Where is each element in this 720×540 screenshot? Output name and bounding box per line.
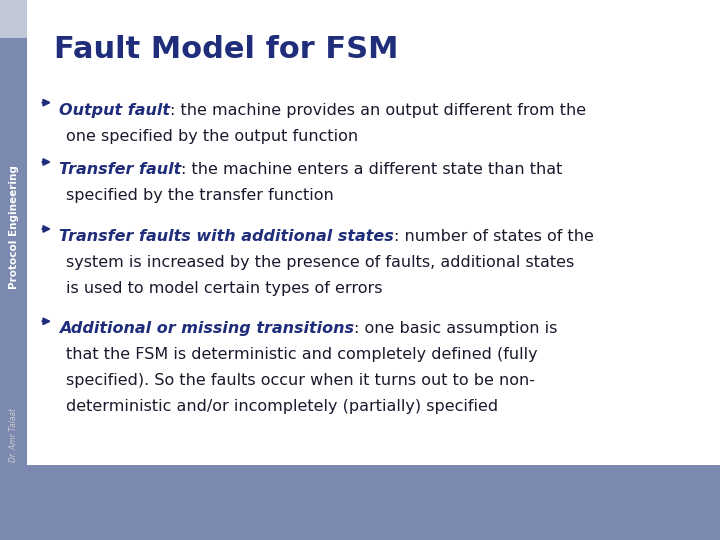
- Text: Output fault: Output fault: [59, 103, 170, 118]
- Text: Transfer fault: Transfer fault: [59, 162, 181, 177]
- Text: Protocol Engineering: Protocol Engineering: [9, 165, 19, 289]
- Bar: [0, 0, 27, 465]
- Text: system is increased by the presence of faults, additional states: system is increased by the presence of f…: [66, 255, 575, 270]
- Text: one specified by the output function: one specified by the output function: [66, 129, 359, 144]
- Text: : number of states of the: : number of states of the: [394, 229, 594, 244]
- Text: that the FSM is deterministic and completely defined (fully: that the FSM is deterministic and comple…: [66, 347, 538, 362]
- Text: specified). So the faults occur when it turns out to be non-: specified). So the faults occur when it …: [66, 373, 535, 388]
- Text: Dr. Amr Talaat: Dr. Amr Talaat: [9, 408, 18, 462]
- Bar: [0, 465, 720, 540]
- Text: specified by the transfer function: specified by the transfer function: [66, 188, 334, 203]
- Text: Fault Model for FSM: Fault Model for FSM: [54, 35, 398, 64]
- Text: deterministic and/or incompletely (partially) specified: deterministic and/or incompletely (parti…: [66, 399, 498, 414]
- Text: Transfer faults with additional states: Transfer faults with additional states: [59, 229, 394, 244]
- Text: is used to model certain types of errors: is used to model certain types of errors: [66, 281, 383, 296]
- Text: : the machine provides an output different from the: : the machine provides an output differe…: [170, 103, 586, 118]
- Text: : the machine enters a different state than that: : the machine enters a different state t…: [181, 162, 562, 177]
- Text: : one basic assumption is: : one basic assumption is: [354, 321, 557, 336]
- Text: Additional or missing transitions: Additional or missing transitions: [59, 321, 354, 336]
- Bar: [0, 0, 27, 38]
